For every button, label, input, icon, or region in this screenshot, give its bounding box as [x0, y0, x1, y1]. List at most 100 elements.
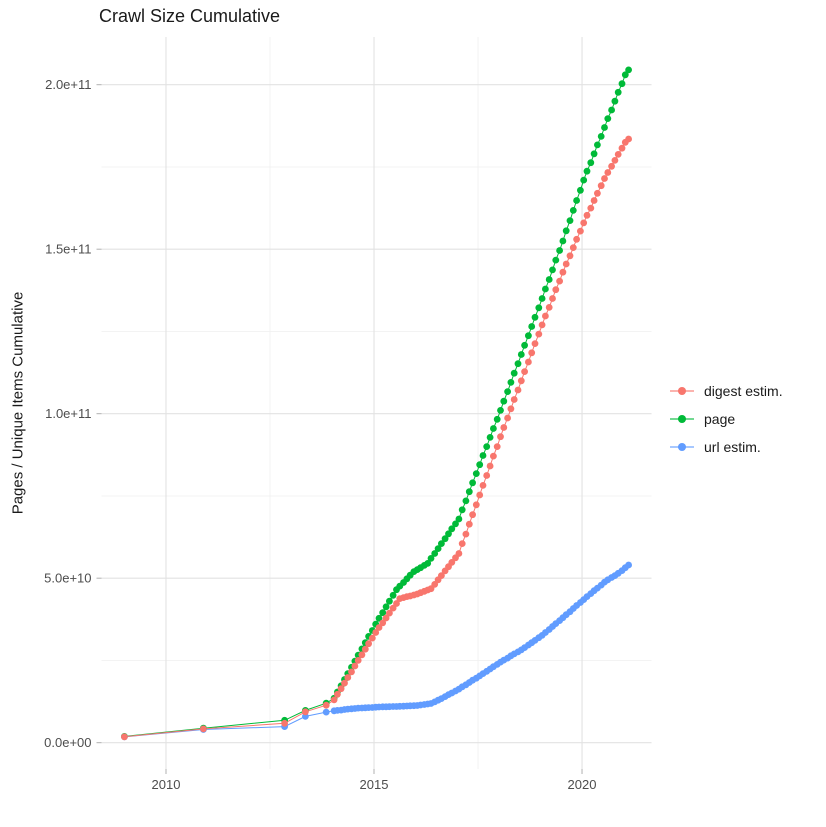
data-point: [556, 277, 563, 285]
data-point: [476, 491, 484, 499]
data-point: [497, 433, 504, 441]
data-point: [375, 614, 383, 622]
data-point: [559, 268, 567, 276]
legend-label-url-estim: url estim.: [704, 439, 761, 455]
data-point: [441, 535, 449, 543]
data-point: [559, 237, 567, 245]
data-point: [569, 244, 577, 252]
data-point: [322, 701, 330, 709]
x-tick-label: 2010: [152, 777, 181, 792]
data-point: [424, 560, 432, 567]
data-point: [493, 443, 501, 450]
data-point: [614, 88, 622, 96]
data-point: [587, 159, 595, 167]
x-tick-label: 2015: [360, 777, 389, 792]
data-point: [597, 182, 605, 190]
data-point: [490, 425, 497, 432]
data-point: [379, 619, 387, 627]
data-point: [618, 144, 626, 152]
data-point: [361, 645, 369, 653]
data-point: [200, 725, 207, 733]
data-point: [517, 351, 525, 358]
data-point: [462, 497, 470, 505]
data-point: [121, 733, 128, 741]
data-point: [542, 312, 549, 320]
data-point: [504, 414, 511, 422]
series-line-url-estim-: [124, 564, 629, 738]
data-point: [354, 657, 362, 664]
data-point: [525, 358, 532, 366]
data-point: [438, 540, 445, 547]
data-point: [608, 106, 615, 114]
data-point: [587, 204, 595, 212]
data-point: [535, 330, 543, 338]
data-point: [514, 386, 522, 394]
data-point: [472, 501, 480, 509]
data-point: [462, 530, 470, 538]
series-points-url-estim-: [121, 561, 632, 741]
y-tick-label: 0.0e+00: [44, 735, 91, 750]
data-point: [348, 668, 355, 676]
data-point: [504, 388, 511, 395]
data-point: [569, 207, 577, 214]
data-point: [507, 405, 515, 413]
data-point: [386, 597, 393, 605]
data-point: [535, 304, 543, 312]
data-point: [583, 211, 591, 219]
y-tick-label: 1.5e+11: [45, 242, 91, 257]
data-point: [580, 176, 588, 184]
data-point: [521, 341, 528, 349]
data-point: [604, 169, 612, 176]
data-point: [302, 708, 309, 716]
data-point: [476, 461, 484, 469]
data-point: [542, 285, 549, 293]
gridlines-major: [101, 37, 652, 769]
legend-label-digest-estim: digest estim.: [704, 383, 783, 399]
data-point: [448, 559, 456, 566]
data-point: [458, 540, 466, 547]
data-point: [490, 452, 497, 460]
data-point: [611, 97, 619, 105]
legend-key-url-icon: [670, 443, 694, 451]
series-line-page: [124, 69, 630, 737]
data-point: [590, 197, 598, 204]
data-point: [538, 321, 546, 329]
data-point: [597, 133, 605, 140]
data-point: [389, 591, 397, 599]
data-point: [431, 550, 439, 557]
data-point: [455, 550, 463, 557]
data-point: [479, 452, 487, 459]
data-point: [365, 640, 372, 648]
data-point: [577, 186, 584, 194]
legend: digest estim. page url estim.: [668, 377, 783, 461]
data-point: [500, 424, 508, 431]
chart-title: Crawl Size Cumulative: [99, 6, 281, 26]
data-point: [472, 470, 480, 477]
data-point: [608, 162, 615, 170]
data-point: [493, 415, 501, 423]
data-point: [337, 685, 345, 693]
data-point: [452, 520, 459, 528]
data-point: [594, 189, 601, 197]
data-point: [521, 368, 528, 375]
data-point: [500, 397, 508, 405]
legend-item-digest-estim: digest estim.: [668, 377, 783, 405]
data-point: [573, 197, 580, 204]
y-tick-label: 1.0e+11: [45, 406, 91, 421]
data-point: [514, 360, 522, 368]
x-tick-label: 2020: [568, 777, 597, 792]
data-point: [483, 472, 491, 479]
data-point: [611, 157, 619, 164]
data-point: [427, 555, 435, 562]
gridlines-minor: [101, 37, 652, 769]
data-point: [497, 407, 504, 414]
y-tick-label: 5.0e+10: [44, 571, 91, 586]
legend-item-url-estim: url estim.: [668, 433, 783, 461]
data-point: [469, 511, 476, 519]
data-point: [549, 295, 556, 302]
series-line-digest-estim-: [124, 138, 629, 738]
data-point: [486, 462, 494, 470]
data-point: [455, 515, 463, 523]
data-point: [322, 708, 330, 716]
data-point: [566, 217, 574, 225]
